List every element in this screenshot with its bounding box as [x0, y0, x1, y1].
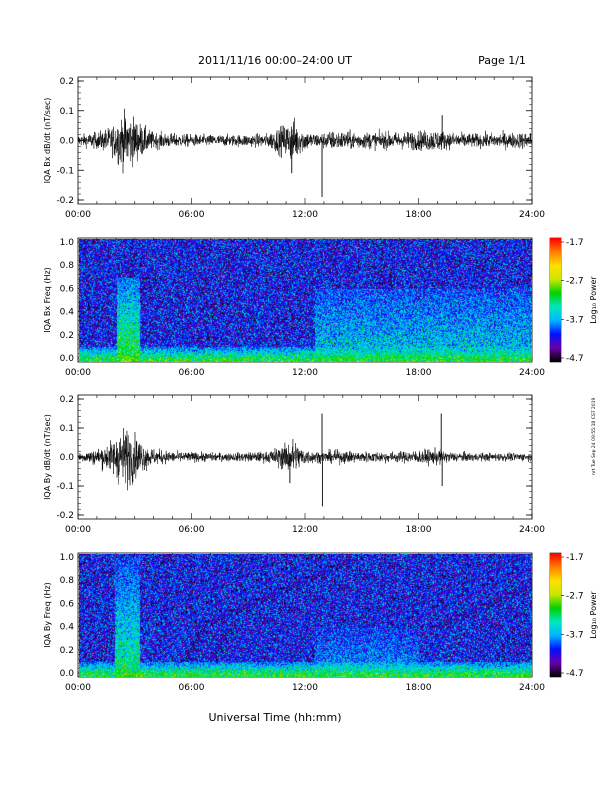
panel-3-ytick-label: 0.6: [60, 599, 75, 609]
panel-1-ytick-label: 0.0: [60, 354, 75, 364]
panel-3-ytick-label: 0.8: [60, 576, 75, 586]
panel-2-ytick-label: -0.1: [56, 482, 74, 492]
x-axis-title: Universal Time (hh:mm): [209, 711, 342, 724]
panel-0-xtick-label: 18:00: [406, 210, 432, 220]
panel-3-xtick-label: 00:00: [65, 683, 91, 693]
panel-0-xtick-label: 06:00: [179, 210, 205, 220]
by-colorbar-gradient: [550, 553, 561, 677]
panel-3-ytick-label: 0.2: [60, 646, 74, 656]
panel-1-ytick-label: 0.2: [60, 331, 74, 341]
panel-0-ylabel: IQA Bx dB/dt (nT/sec): [43, 98, 52, 184]
panel-0-ytick-label: 0.0: [60, 137, 75, 147]
panel-2-series-line: [77, 428, 533, 491]
panel-3-colorbar-label: -4.7: [566, 669, 584, 679]
panel-2-xtick-label: 00:00: [65, 525, 91, 535]
panel-2-ytick-label: 0.0: [60, 453, 75, 463]
panel-3-xtick-label: 12:00: [292, 683, 318, 693]
panel-1-xtick-label: 18:00: [406, 368, 432, 378]
by-spectrogram-image: [78, 553, 532, 677]
panel-1-xtick-label: 00:00: [65, 368, 91, 378]
panel-1-ytick-label: 0.6: [60, 284, 75, 294]
panel-0-ytick-label: 0.1: [60, 107, 74, 117]
panel-2-ytick-label: 0.1: [60, 424, 74, 434]
panel-3-colorbar-label: -2.7: [566, 592, 584, 602]
panel-1-ylabel: IQA Bx Freq (Hz): [43, 267, 52, 333]
panel-3-ytick-label: 0.4: [60, 623, 75, 633]
panel-2-ytick-label: 0.2: [60, 395, 74, 405]
panel-3-colorbar-label: -3.7: [566, 630, 584, 640]
report-title: 2011/11/16 00:00–24:00 UT: [198, 54, 352, 67]
panel-0-xtick-label: 00:00: [65, 210, 91, 220]
generation-stamp: nrt Tue Sep 24 09:55:18 CST 2019: [591, 398, 597, 475]
panel-2-xtick-label: 24:00: [519, 525, 545, 535]
panel-0-ytick-label: -0.1: [56, 166, 74, 176]
panel-1-xtick-label: 06:00: [179, 368, 205, 378]
panel-2-xtick-label: 18:00: [406, 525, 432, 535]
panel-1-xtick-label: 12:00: [292, 368, 318, 378]
panel-1-colorbar-label: -4.7: [566, 354, 584, 364]
panel-3-xtick-label: 06:00: [179, 683, 205, 693]
panel-0-series-line: [77, 108, 533, 174]
panel-1-colorbar-label: -2.7: [566, 277, 584, 287]
panel-0-xtick-label: 24:00: [519, 210, 545, 220]
panel-2-xtick-label: 12:00: [292, 525, 318, 535]
panel-1-colorbar-label: -1.7: [566, 238, 584, 248]
panel-2-ytick-label: -0.2: [56, 511, 74, 521]
panel-1-ytick-label: 1.0: [60, 238, 75, 248]
panel-1-ytick-label: 0.8: [60, 261, 75, 271]
panel-2-ylabel: IQA By dB/dt (nT/sec): [43, 414, 52, 500]
page-number: Page 1/1: [478, 54, 526, 67]
panel-1-xtick-label: 24:00: [519, 368, 545, 378]
bx-colorbar-gradient: [550, 238, 561, 362]
panel-3-colorbar-title: Log₁₀ Power: [589, 591, 598, 639]
bx-spectrogram-image: [78, 238, 532, 362]
panel-3-ytick-label: 0.0: [60, 669, 75, 679]
panel-3-xtick-label: 18:00: [406, 683, 432, 693]
panel-2-xtick-label: 06:00: [179, 525, 205, 535]
panel-1-colorbar-title: Log₁₀ Power: [589, 276, 598, 324]
panel-0-ytick-label: 0.2: [60, 77, 74, 87]
panel-3-xtick-label: 24:00: [519, 683, 545, 693]
panel-3-colorbar-label: -1.7: [566, 553, 584, 563]
panel-1-colorbar-label: -3.7: [566, 315, 584, 325]
panel-1-ytick-label: 0.4: [60, 308, 75, 318]
panel-0-xtick-label: 12:00: [292, 210, 318, 220]
panel-3-ytick-label: 1.0: [60, 553, 75, 563]
panel-3-ylabel: IQA By Freq (Hz): [43, 582, 52, 648]
panel-0-ytick-label: -0.2: [56, 196, 74, 206]
